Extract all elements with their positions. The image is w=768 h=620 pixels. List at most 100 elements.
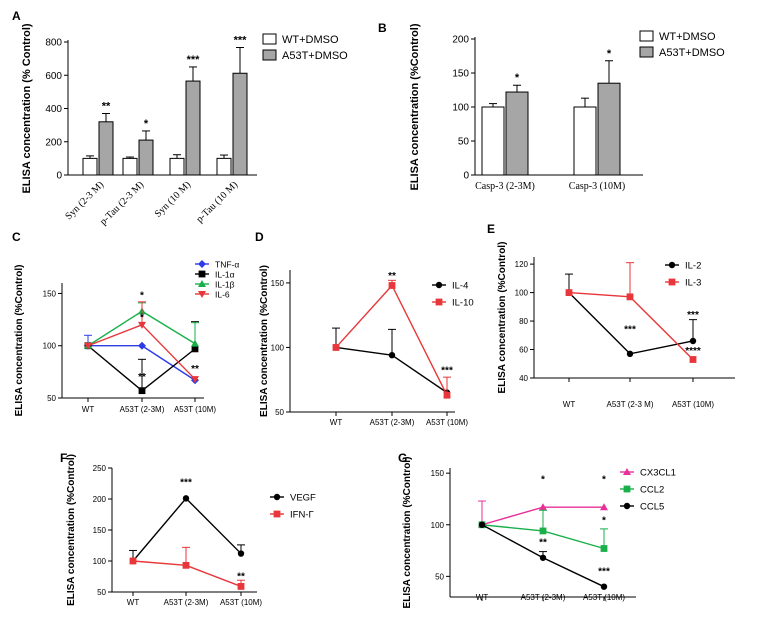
data-point [191,345,199,353]
y-axis-title: ELISA concentration (%Control) [259,265,270,417]
x-tick-label: Casp-3 (2-3M) [475,181,535,192]
significance-label: ** [388,271,396,282]
panel-E: E 40 60 80 100 120 WT A53T (2-3 M) A53T (10M) ELI… [487,222,735,409]
bar [169,157,185,176]
legend-swatch [639,46,654,58]
y-axis-title: ELISA concentration (% Control) [21,23,33,193]
legend-label: WT+DMSO [282,34,339,46]
y-tick-label: 100 [43,342,57,351]
data-point [138,321,146,329]
significance-label: *** [687,310,699,321]
data-point [626,350,634,357]
significance-label: * [602,474,606,485]
y-tick-label: 100 [452,103,469,114]
significance-label: * [515,72,520,84]
data-point [138,387,146,395]
data-point [689,337,697,345]
bar [216,157,232,176]
y-tick-label: 250 [93,464,107,473]
data-point [539,527,547,535]
bar [98,121,114,176]
y-axis-title: ELISA concentration (%Control) [402,457,413,609]
y-tick-label: 50 [458,137,470,148]
x-tick-label: A53T (10M) [583,593,625,602]
bar [122,157,138,176]
y-tick-label: 150 [93,526,107,535]
significance-label: **** [685,346,701,357]
legend-swatch [639,30,654,42]
y-tick-label: 60 [519,346,528,355]
y-tick-label: 200 [45,137,62,148]
data-point [539,503,547,511]
data-point [565,289,573,296]
panel-B: B 0 50 100 150 200 ELISA concentration (%Contr… [378,21,725,192]
legend-marker [273,493,281,501]
y-tick-label: 150 [271,279,285,288]
significance-label: * [607,48,612,60]
legend-label: IFN-Γ [290,510,314,521]
bar [597,82,621,176]
significance-label: ** [191,364,199,375]
x-tick-label: A53T (2-3M) [120,405,165,414]
legend-marker [668,261,676,269]
panel-label: C [12,230,21,244]
legend-marker [435,298,443,306]
data-point [182,561,190,569]
y-axis-title: ELISA concentration (%Control) [409,23,421,190]
data-point [443,391,451,399]
legend-marker [198,260,206,268]
legend-label: CX3CL1 [640,468,676,479]
panel-label: B [378,21,387,35]
bar [481,106,505,176]
significance-label: *** [624,324,636,335]
y-tick-label: 0 [56,171,62,182]
legend-label: VEGF [290,493,316,504]
panel-D: D 50 100 150 WT A53T (2-3M) A53T (10M) ELISA co… [255,230,474,427]
y-tick-label: 50 [47,394,56,403]
significance-label: * [140,313,144,324]
x-tick-label: Syn (10 M) [153,179,193,219]
x-tick-label: WT [127,598,140,607]
y-tick-label: 100 [271,343,285,352]
panel-A: A 0 200 400 600 800 ELISA concentration (% Con… [12,9,348,227]
x-tick-label: WT [476,593,489,602]
data-point [237,550,245,557]
y-tick-label: 200 [452,35,469,46]
y-tick-label: 800 [45,38,62,49]
panel-label: G [398,451,407,465]
legend-swatch [262,49,277,61]
x-tick-label: WT [563,400,576,409]
legend-label: IL-4 [452,281,468,292]
data-point [332,344,340,351]
data-point [600,503,608,511]
data-point [237,583,245,590]
legend-label: CCL5 [640,502,664,513]
y-tick-label: 100 [431,521,445,530]
panel-label: E [487,222,495,236]
x-tick-label: WT [330,418,343,427]
y-tick-label: 150 [452,69,469,80]
legend-marker [198,291,206,298]
data-point [600,583,608,590]
bar [138,139,154,176]
legend-swatch [262,33,277,45]
series-line [132,497,242,562]
y-tick-label: 400 [45,104,62,115]
significance-label: ** [102,100,111,112]
legend-label: WT+DMSO [659,31,716,43]
significance-label: ** [539,537,547,548]
legend-marker [273,510,281,518]
y-tick-label: 100 [515,289,529,298]
legend-label: IL-10 [452,298,474,309]
data-point [626,293,634,301]
y-tick-label: 80 [519,317,528,326]
significance-label: * [140,291,144,302]
x-tick-label: A53T (10M) [174,405,216,414]
significance-label: *** [598,566,610,577]
legend-marker [198,270,206,278]
significance-label: * [144,118,149,130]
legend-label: A53T+DMSO [659,47,725,59]
legend-label: TNF-α [215,260,239,270]
x-tick-label: A53T (2-3M) [164,598,209,607]
